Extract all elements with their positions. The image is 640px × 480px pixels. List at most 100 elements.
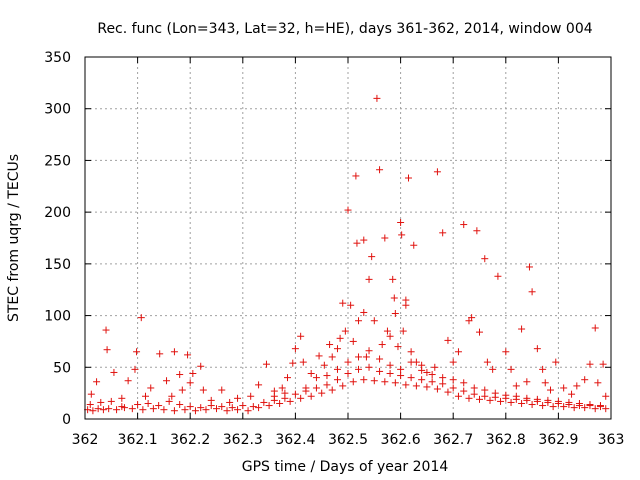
- data-point: [407, 358, 415, 366]
- data-point: [262, 360, 270, 368]
- data-point: [355, 317, 363, 325]
- data-point: [333, 365, 341, 373]
- x-tick-label: 362.7: [433, 432, 473, 448]
- data-point: [199, 386, 207, 394]
- data-point: [568, 390, 576, 398]
- x-tick-label: 362: [72, 432, 99, 448]
- data-point: [454, 392, 462, 400]
- data-point: [255, 381, 263, 389]
- data-point: [218, 386, 226, 394]
- data-points: [84, 94, 610, 415]
- data-point: [197, 404, 205, 412]
- data-point: [394, 343, 402, 351]
- data-point: [502, 348, 510, 356]
- data-point: [97, 398, 105, 406]
- data-point: [481, 392, 489, 400]
- data-point: [494, 272, 502, 280]
- data-point: [381, 234, 389, 242]
- data-point: [223, 407, 231, 415]
- data-point: [476, 395, 483, 403]
- data-point: [581, 376, 589, 384]
- data-point: [399, 327, 407, 335]
- data-point: [547, 386, 555, 394]
- data-point: [360, 376, 368, 384]
- data-point: [433, 385, 441, 393]
- data-point: [433, 168, 441, 176]
- data-point: [87, 390, 95, 398]
- data-point: [541, 379, 549, 387]
- data-point: [249, 403, 257, 411]
- data-point: [423, 383, 431, 391]
- data-point: [533, 345, 541, 353]
- data-point: [102, 326, 110, 334]
- data-point: [156, 350, 164, 358]
- data-point: [383, 327, 391, 335]
- data-point: [591, 405, 599, 413]
- data-point: [570, 404, 578, 412]
- data-point: [554, 397, 562, 405]
- y-axis-label: STEC from uqrg / TECUs: [6, 154, 22, 322]
- data-point: [312, 374, 320, 382]
- data-point: [460, 221, 468, 229]
- data-point: [155, 402, 163, 410]
- data-point: [599, 360, 607, 368]
- data-point: [218, 403, 226, 411]
- data-point: [594, 379, 602, 387]
- data-point: [465, 394, 473, 402]
- data-point: [360, 308, 368, 316]
- data-point: [449, 358, 457, 366]
- data-point: [544, 396, 552, 404]
- data-point: [407, 348, 415, 356]
- data-point: [552, 358, 560, 366]
- data-point: [170, 348, 178, 356]
- data-point: [575, 399, 583, 407]
- x-tick-label: 363: [598, 432, 625, 448]
- data-point: [391, 379, 399, 387]
- data-point: [186, 379, 194, 387]
- data-point: [525, 263, 533, 271]
- data-point: [197, 362, 205, 370]
- data-point: [410, 241, 418, 249]
- data-point: [444, 388, 452, 396]
- data-point: [539, 402, 547, 410]
- x-tick-label: 362.9: [538, 432, 578, 448]
- data-point: [370, 317, 378, 325]
- data-point: [178, 386, 186, 394]
- data-point: [133, 348, 141, 356]
- x-tick-label: 362.4: [275, 432, 315, 448]
- data-point: [213, 405, 220, 413]
- x-tick-label: 362.6: [381, 432, 421, 448]
- data-point: [99, 406, 107, 414]
- data-point: [186, 403, 194, 411]
- data-point: [404, 174, 412, 182]
- data-point: [397, 372, 405, 380]
- data-point: [376, 355, 384, 363]
- data-point: [428, 378, 436, 386]
- data-point: [260, 398, 268, 406]
- data-point: [481, 386, 489, 394]
- data-point: [389, 275, 397, 283]
- data-point: [460, 387, 468, 395]
- data-point: [131, 365, 139, 373]
- data-point: [586, 360, 594, 368]
- data-point: [312, 384, 320, 392]
- data-point: [470, 384, 478, 392]
- data-point: [326, 341, 334, 349]
- data-point: [573, 382, 581, 390]
- data-point: [402, 301, 410, 309]
- data-point: [176, 401, 184, 409]
- data-point: [307, 392, 315, 400]
- x-tick-label: 362.8: [486, 432, 526, 448]
- data-point: [449, 384, 457, 392]
- data-point: [407, 374, 415, 382]
- data-point: [386, 361, 394, 369]
- data-point: [439, 374, 447, 382]
- chart-title: Rec. func (Lon=343, Lat=32, h=HE), days …: [97, 21, 592, 37]
- data-point: [390, 294, 398, 302]
- y-tick-label: 350: [44, 50, 71, 66]
- data-point: [439, 380, 447, 388]
- data-point: [565, 398, 573, 406]
- data-point: [368, 253, 376, 261]
- data-point: [328, 353, 336, 361]
